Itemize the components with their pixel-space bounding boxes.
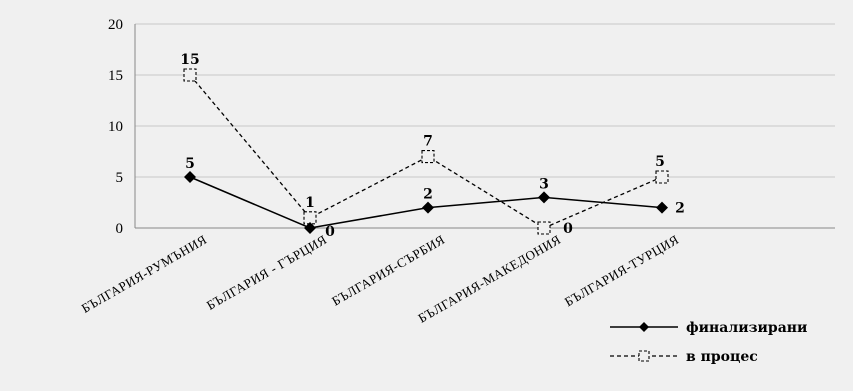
marker-in-process — [655, 170, 669, 184]
x-tick-label: БЪЛГАРИЯ-СЪРБИЯ — [329, 232, 447, 309]
data-label-in-process: 7 — [423, 134, 433, 150]
y-tick-label: 0 — [116, 221, 124, 237]
y-tick-label: 15 — [108, 68, 123, 84]
x-tick-label: БЪЛГАРИЯ-ТУРЦИЯ — [562, 232, 682, 310]
data-label-finalized: 5 — [185, 156, 195, 172]
y-tick-label: 10 — [108, 119, 123, 135]
data-label-finalized: 0 — [325, 224, 335, 240]
marker-finalized — [184, 171, 196, 183]
legend-label-finalized: финализирани — [686, 320, 807, 336]
y-tick-label: 5 — [116, 170, 124, 186]
marker-finalized — [656, 201, 668, 214]
y-tick-label: 20 — [108, 17, 123, 33]
legend-marker-finalized — [639, 322, 649, 332]
x-tick-label: БЪЛГАРИЯ - ГЪРЦИЯ — [204, 232, 330, 313]
x-tick-label: БЪЛГАРИЯ-РУМЪНИЯ — [79, 232, 210, 316]
legend: финализирани в процес — [610, 320, 807, 365]
data-label-in-process: 1 — [305, 195, 315, 211]
data-label-finalized: 3 — [539, 176, 549, 192]
series-line-in-process — [189, 74, 663, 229]
data-label-in-process: 5 — [655, 154, 665, 170]
data-label-finalized: 2 — [675, 201, 685, 217]
data-label-in-process: 15 — [180, 52, 199, 68]
marker-in-process — [421, 150, 435, 164]
legend-label-in-process: в процес — [686, 349, 758, 365]
marker-finalized — [538, 191, 550, 204]
marker-finalized — [304, 222, 316, 234]
marker-in-process — [537, 221, 551, 235]
marker-in-process — [183, 68, 197, 82]
series-lines — [183, 68, 669, 235]
marker-finalized — [422, 201, 434, 214]
data-label-finalized: 2 — [423, 187, 433, 203]
legend-marker-in-process — [638, 350, 650, 362]
data-labels: 5 0 2 3 2 15 1 7 0 5 — [180, 52, 685, 240]
grid-lines — [135, 23, 835, 178]
data-label-in-process: 0 — [563, 221, 573, 237]
